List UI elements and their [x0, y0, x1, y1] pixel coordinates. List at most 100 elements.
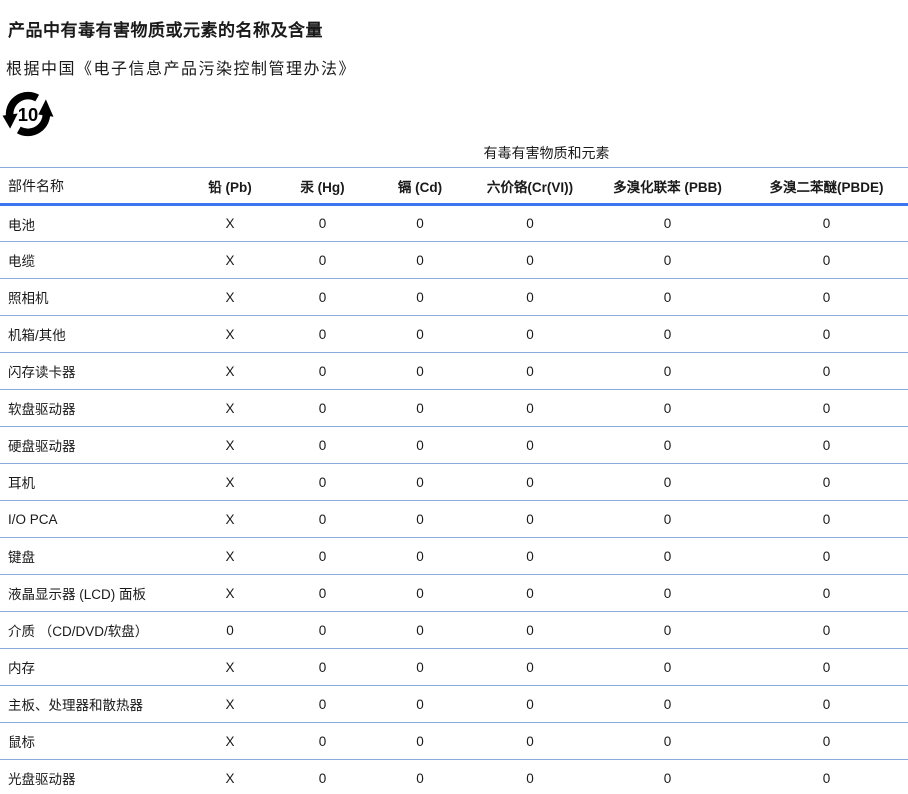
substance-value-cell: 0: [745, 537, 908, 575]
component-name-cell: 液晶显示器 (LCD) 面板: [0, 574, 185, 612]
substance-value-cell: X: [185, 315, 275, 353]
table-row: 主板、处理器和散热器 X 0 0 0 0 0: [0, 685, 908, 723]
substance-value-cell: 0: [745, 241, 908, 279]
substance-value-cell: 0: [275, 648, 370, 686]
substance-value-cell: 0: [275, 352, 370, 390]
substance-value-cell: 0: [470, 204, 590, 242]
substance-value-cell: 0: [370, 500, 470, 538]
substance-value-cell: 0: [590, 278, 745, 316]
table-row: 闪存读卡器 X 0 0 0 0 0: [0, 352, 908, 390]
component-name-cell: I/O PCA: [0, 500, 185, 538]
substance-value-cell: 0: [470, 463, 590, 501]
table-row: 键盘 X 0 0 0 0 0: [0, 537, 908, 575]
substance-value-cell: 0: [275, 500, 370, 538]
substance-value-cell: 0: [590, 685, 745, 723]
table-row: 软盘驱动器 X 0 0 0 0 0: [0, 389, 908, 427]
substance-value-cell: 0: [275, 574, 370, 612]
substance-value-cell: 0: [470, 500, 590, 538]
substance-value-cell: X: [185, 278, 275, 316]
substance-value-cell: X: [185, 241, 275, 279]
substance-value-cell: 0: [590, 722, 745, 760]
table-row: 耳机 X 0 0 0 0 0: [0, 463, 908, 501]
substance-value-cell: 0: [275, 426, 370, 464]
column-header-component: 部件名称: [0, 167, 185, 206]
substance-value-cell: 0: [275, 463, 370, 501]
substance-value-cell: 0: [590, 574, 745, 612]
table-row: 内存 X 0 0 0 0 0: [0, 648, 908, 686]
substance-value-cell: 0: [590, 352, 745, 390]
column-header-mercury: 汞 (Hg): [275, 167, 370, 206]
table-row: I/O PCA X 0 0 0 0 0: [0, 500, 908, 538]
substance-value-cell: 0: [370, 537, 470, 575]
component-name-cell: 鼠标: [0, 722, 185, 760]
substance-value-cell: 0: [370, 241, 470, 279]
table-row: 硬盘驱动器 X 0 0 0 0 0: [0, 426, 908, 464]
substance-value-cell: 0: [590, 611, 745, 649]
substance-value-cell: 0: [745, 648, 908, 686]
substance-value-cell: X: [185, 500, 275, 538]
substance-value-cell: X: [185, 685, 275, 723]
substance-value-cell: 0: [745, 463, 908, 501]
substance-value-cell: 0: [745, 426, 908, 464]
substance-value-cell: 0: [590, 537, 745, 575]
substance-value-cell: 0: [470, 352, 590, 390]
table-row: 电池 X 0 0 0 0 0: [0, 204, 908, 242]
column-header-chromium: 六价铬(Cr(VI)): [470, 167, 590, 206]
substance-value-cell: 0: [370, 685, 470, 723]
substance-value-cell: 0: [370, 463, 470, 501]
table-body: 电池 X 0 0 0 0 0 电缆 X 0 0 0 0 0 照相机 X 0 0 0 0 0 机箱/其他 X 0 0 0 0 0 闪存读卡…: [0, 204, 908, 794]
component-name-cell: 闪存读卡器: [0, 352, 185, 390]
substance-value-cell: 0: [470, 685, 590, 723]
substance-value-cell: 0: [470, 389, 590, 427]
substance-value-cell: X: [185, 574, 275, 612]
column-header-pbde: 多溴二苯醚(PBDE): [745, 167, 908, 206]
substance-value-cell: 0: [370, 426, 470, 464]
page-subtitle: 根据中国《电子信息产品污染控制管理办法》: [6, 61, 357, 78]
substance-value-cell: 0: [470, 426, 590, 464]
substance-value-cell: 0: [370, 352, 470, 390]
substance-value-cell: 0: [275, 537, 370, 575]
substance-value-cell: 0: [370, 389, 470, 427]
component-name-cell: 电池: [0, 204, 185, 242]
substance-value-cell: 0: [590, 389, 745, 427]
substance-value-cell: 0: [590, 463, 745, 501]
table-row: 电缆 X 0 0 0 0 0: [0, 241, 908, 279]
substance-value-cell: 0: [275, 722, 370, 760]
hazardous-substances-table: 有毒有害物质和元素 部件名称 铅 (Pb) 汞 (Hg) 镉 (Cd) 六价铬(…: [0, 142, 908, 794]
substance-value-cell: 0: [275, 611, 370, 649]
substance-value-cell: 0: [470, 722, 590, 760]
rohs-document: 产品中有毒有害物质或元素的名称及含量 根据中国《电子信息产品污染控制管理办法》 …: [0, 16, 908, 794]
substance-value-cell: 0: [745, 315, 908, 353]
substance-value-cell: 0: [275, 204, 370, 242]
substance-value-cell: 0: [370, 278, 470, 316]
substance-value-cell: 0: [745, 685, 908, 723]
substance-value-cell: 0: [470, 574, 590, 612]
component-name-cell: 内存: [0, 648, 185, 686]
substance-value-cell: 0: [590, 648, 745, 686]
substance-value-cell: 0: [470, 315, 590, 353]
substance-value-cell: 0: [318, 770, 327, 786]
table-row: 液晶显示器 (LCD) 面板 X 0 0 0 0 0: [0, 574, 908, 612]
substance-value-cell: 0: [275, 241, 370, 279]
table-row: 光盘驱动器 X 0 0 0 0 0: [0, 760, 908, 794]
substance-value-cell: 0: [745, 389, 908, 427]
substance-value-cell: 0: [370, 574, 470, 612]
substance-value-cell: 0: [370, 204, 470, 242]
column-header-cadmium: 镉 (Cd): [370, 167, 470, 206]
component-name-cell: 软盘驱动器: [0, 389, 185, 427]
component-name-cell: 主板、处理器和散热器: [0, 685, 185, 723]
substances-span-header: 有毒有害物质和元素: [185, 142, 908, 168]
substance-value-cell: X: [185, 204, 275, 242]
substance-value-cell: X: [185, 722, 275, 760]
substance-value-cell: 0: [370, 648, 470, 686]
component-name-cell: 键盘: [0, 537, 185, 575]
substance-value-cell: X: [185, 426, 275, 464]
substance-value-cell: 0: [470, 648, 590, 686]
substance-value-cell: 0: [470, 537, 590, 575]
substance-value-cell: 0: [526, 770, 534, 786]
column-header-row: 部件名称 铅 (Pb) 汞 (Hg) 镉 (Cd) 六价铬(Cr(VI)) 多溴…: [0, 167, 908, 206]
substance-value-cell: X: [185, 648, 275, 686]
column-header-lead: 铅 (Pb): [185, 167, 275, 206]
table-row: 照相机 X 0 0 0 0 0: [0, 278, 908, 316]
substance-value-cell: 0: [745, 352, 908, 390]
